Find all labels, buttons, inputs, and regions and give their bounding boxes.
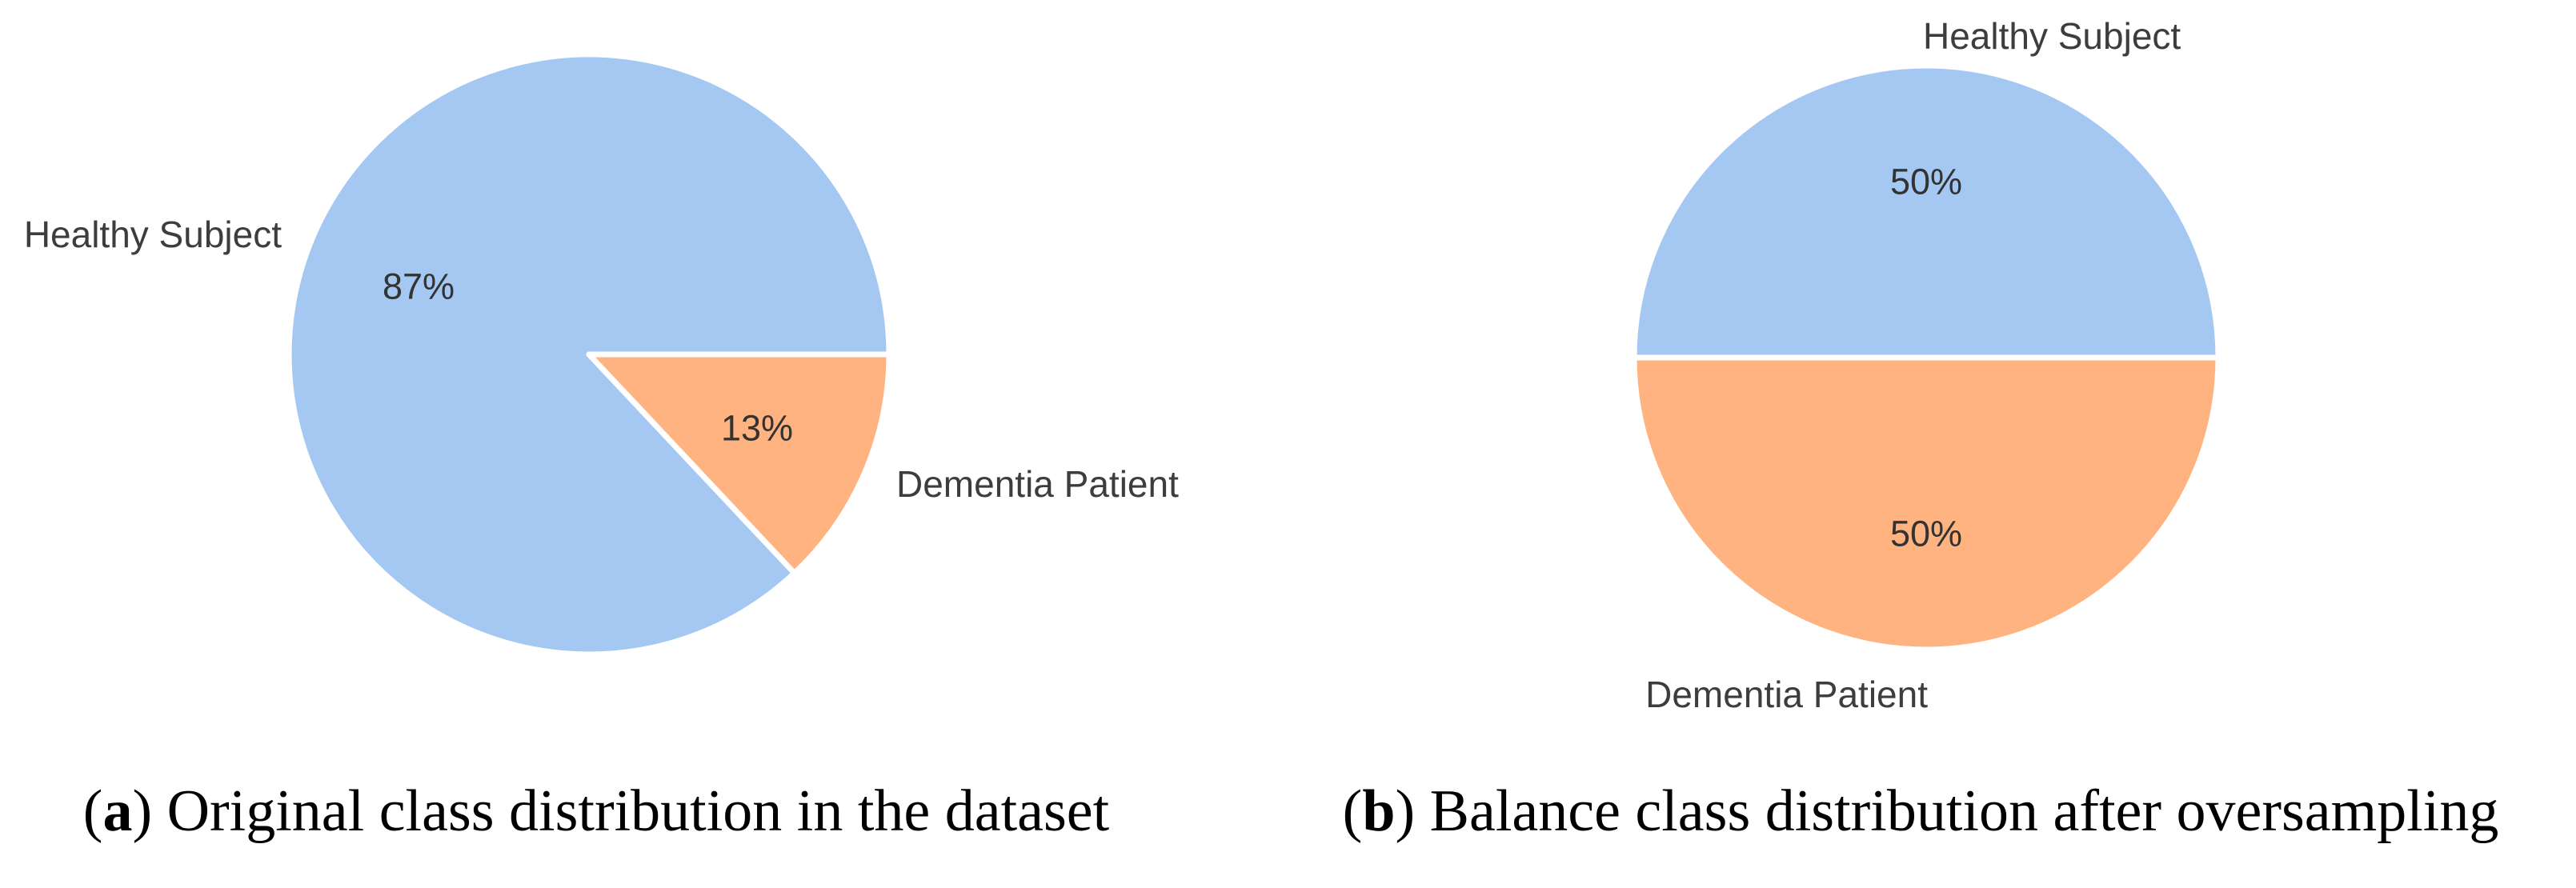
slice-label-healthy-subject-left: Healthy Subject — [23, 214, 282, 255]
pie-chart-original-distribution — [286, 51, 892, 658]
pie-chart-balanced-distribution — [1631, 62, 2221, 653]
pct-label-50-bottom: 50% — [1889, 513, 1963, 554]
caption-a-text: ) Original class distribution in the dat… — [132, 778, 1110, 844]
caption-subfigure-a: (a) Original class distribution in the d… — [83, 778, 1109, 846]
pie-slice-healthy-subject — [1631, 62, 2221, 361]
caption-a-letter: a — [102, 778, 133, 844]
pct-label-87: 87% — [382, 266, 455, 307]
caption-b-text: ) Balance class distribution after overs… — [1395, 778, 2499, 844]
caption-b-letter: b — [1362, 778, 1396, 844]
pct-label-13: 13% — [720, 407, 794, 449]
caption-subfigure-b: (b) Balance class distribution after ove… — [1343, 778, 2499, 846]
pct-label-50-top: 50% — [1889, 161, 1963, 202]
pie-slice-dementia-patient — [586, 351, 892, 576]
slice-label-dementia-patient-right: Dementia Patient — [1645, 674, 1928, 715]
slice-label-healthy-subject-right: Healthy Subject — [1923, 15, 2181, 57]
slice-label-dementia-patient-left: Dementia Patient — [896, 463, 1179, 505]
caption-b-open: ( — [1342, 778, 1363, 844]
pie-slice-dementia-patient — [1631, 354, 2221, 653]
caption-a-open: ( — [82, 778, 103, 844]
